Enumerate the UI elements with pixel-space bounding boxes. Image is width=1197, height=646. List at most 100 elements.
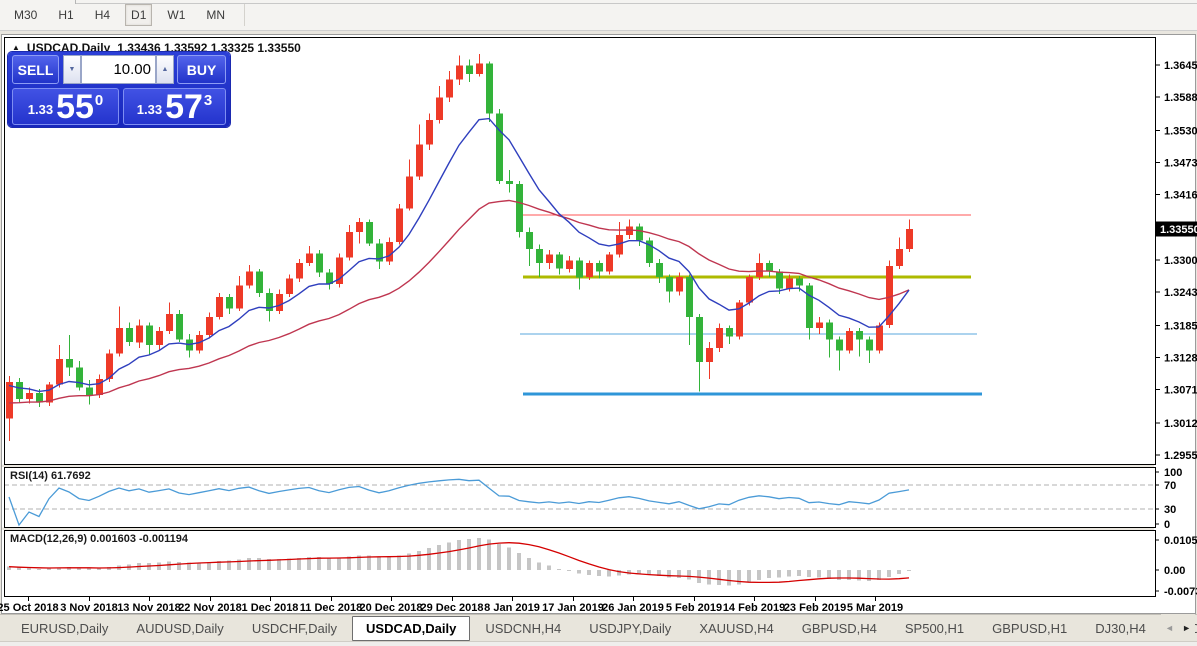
tab-gbpusd-h4[interactable]: GBPUSD,H4: [801, 620, 877, 636]
candle-body: [496, 113, 503, 182]
date-axis-label: 17 Jan 2019: [542, 602, 604, 614]
timeframe-button-d1[interactable]: D1: [125, 4, 153, 26]
price-axis-label: 1.36455: [1164, 60, 1197, 72]
macd-bar: [157, 562, 161, 570]
candle-body: [106, 353, 113, 379]
tab-eurusd-daily[interactable]: EURUSD,Daily: [21, 620, 109, 636]
macd-bar: [77, 567, 81, 570]
volume-decrease-button[interactable]: ▼: [63, 55, 81, 84]
macd-bar: [237, 559, 241, 570]
price-axis-label: 1.30710: [1164, 385, 1197, 397]
price-axis-label: 1.34730: [1164, 158, 1197, 170]
rsi-axis-label: 30: [1164, 504, 1176, 516]
macd-bar: [47, 568, 51, 570]
macd-bar: [847, 570, 851, 580]
macd-bar: [367, 555, 371, 570]
candle-body: [626, 226, 633, 235]
volume-increase-button[interactable]: ▲: [156, 55, 174, 84]
candle-body: [176, 314, 183, 340]
candle-body: [806, 285, 813, 329]
macd-axis-label: 0.00: [1164, 565, 1185, 577]
tab-gbpusd-h1[interactable]: GBPUSD,H1: [992, 620, 1068, 636]
macd-bar: [37, 568, 41, 570]
candle-body: [606, 254, 613, 272]
tab-usdjpy-daily[interactable]: USDJPY,Daily: [589, 620, 672, 636]
candle-body: [686, 277, 693, 317]
candle-body: [736, 302, 743, 337]
date-axis-label: 5 Feb 2019: [666, 602, 722, 614]
sell-price-button[interactable]: 1.33 55 0: [12, 88, 119, 125]
macd-bar: [357, 555, 361, 570]
macd-bar: [247, 558, 251, 570]
buy-price-button[interactable]: 1.33 57 3: [123, 88, 226, 125]
sell-price-prefix: 1.33: [27, 102, 54, 117]
candle-body: [756, 263, 763, 278]
macd-bar: [257, 558, 261, 570]
macd-bar: [777, 570, 781, 578]
timeframe-button-h4[interactable]: H4: [94, 8, 111, 22]
tab-dj30-h4[interactable]: DJ30,H4: [1095, 620, 1146, 636]
tab-xauusd-h4[interactable]: XAUUSD,H4: [699, 620, 774, 636]
volume-input[interactable]: 10.00: [81, 55, 156, 84]
tab-audusd-daily[interactable]: AUDUSD,Daily: [136, 620, 224, 636]
tab-sp500-h1[interactable]: SP500,H1: [904, 620, 965, 636]
toolbar-divider: [76, 3, 1197, 4]
macd-bar: [197, 562, 201, 570]
timeframe-button-mn[interactable]: MN: [206, 8, 226, 22]
candle-body: [366, 221, 373, 244]
chart-window-frame: [1, 34, 1196, 614]
macd-bar: [387, 556, 391, 570]
macd-bar: [767, 570, 771, 579]
candle-body: [86, 387, 93, 395]
candle-body: [716, 328, 723, 348]
chart-symbol-label: USDCAD,Daily: [26, 41, 111, 55]
candle-body: [426, 120, 433, 145]
candle-body: [416, 144, 423, 177]
tab-usdcad-daily[interactable]: USDCAD,Daily: [352, 615, 471, 641]
timeframe-button-w1[interactable]: W1: [167, 8, 186, 22]
price-chart-svg[interactable]: 1.364551.358851.353001.347301.341601.330…: [0, 0, 1197, 614]
timeframe-button-h1[interactable]: H1: [58, 8, 74, 22]
macd-bar: [517, 552, 521, 570]
sell-button[interactable]: SELL: [12, 55, 59, 84]
macd-bar: [507, 547, 511, 570]
candlesticks: [6, 54, 913, 442]
tab-scroll-right-icon[interactable]: ►: [1182, 622, 1191, 633]
candle-body: [456, 65, 463, 80]
tab-scroll-left-icon[interactable]: ◄: [1165, 622, 1174, 633]
triangle-up-icon: ▲: [161, 66, 169, 73]
macd-bar: [447, 542, 451, 570]
tab-usdchf-daily[interactable]: USDCHF,Daily: [251, 620, 338, 636]
macd-bar: [307, 556, 311, 570]
candle-body: [676, 277, 683, 292]
macd-bar: [637, 570, 641, 575]
macd-bar: [497, 543, 501, 570]
macd-bar: [737, 570, 741, 585]
tab-usdcnh-h4[interactable]: USDCNH,H4: [485, 620, 562, 636]
chart-tabs-bar: EURUSD,Daily AUDUSD,Daily USDCHF,Daily USDC…: [0, 614, 1197, 641]
current-price-badge-text: 1.33550: [1160, 224, 1197, 236]
buy-button[interactable]: BUY: [177, 55, 226, 84]
candle-body: [876, 325, 883, 351]
date-axis-label: 5 Mar 2019: [847, 602, 903, 614]
macd-bar: [727, 570, 731, 586]
candle-body: [146, 325, 153, 346]
candle-body: [836, 339, 843, 351]
candle-body: [66, 359, 73, 368]
macd-bar: [57, 567, 61, 570]
collapse-icon[interactable]: ▲: [12, 42, 20, 52]
date-axis-label: 25 Oct 2018: [0, 602, 59, 614]
macd-bar: [667, 570, 671, 578]
macd-bar: [617, 570, 621, 576]
macd-bar: [17, 567, 21, 570]
price-axis-labels: 1.36455 1.35885 1.35300 1.34730 1.34160 1.330…: [1155, 60, 1197, 462]
candle-body: [636, 226, 643, 241]
macd-bar: [187, 562, 191, 570]
macd-bar: [787, 570, 791, 577]
timeframe-button-m30[interactable]: M30: [14, 8, 38, 22]
candle-body: [596, 263, 603, 272]
macd-bar: [407, 553, 411, 570]
macd-bar: [87, 568, 91, 570]
timeframe-toolbar: M30 H1 H4 D1 W1 MN: [0, 0, 1197, 31]
